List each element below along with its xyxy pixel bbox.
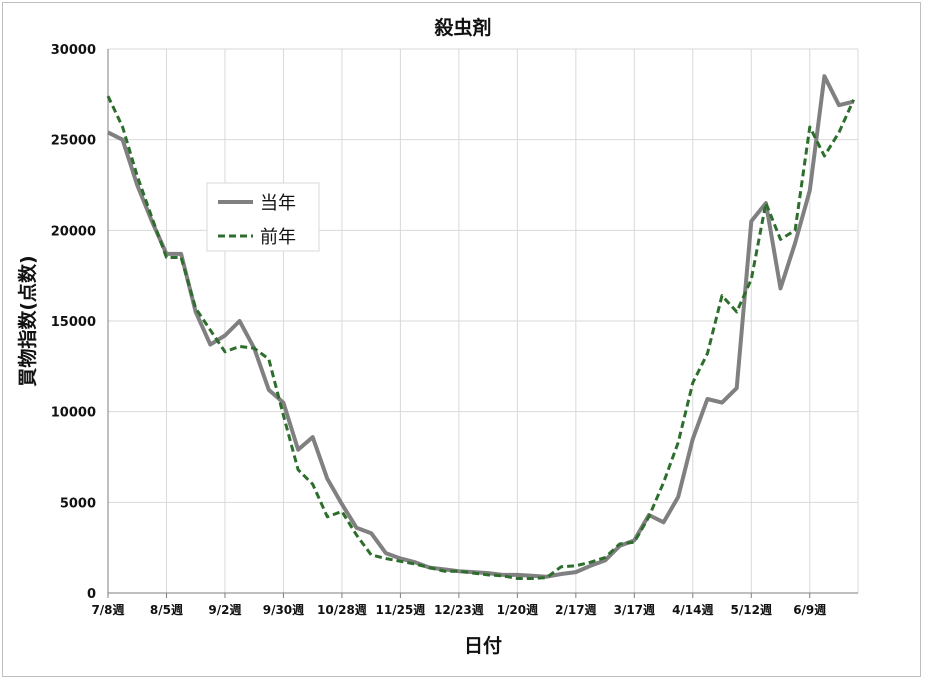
chart-title: 殺虫剤 — [433, 16, 491, 39]
y-axis-title: 買物指数(点数) — [16, 255, 39, 386]
x-tick-label: 1/20週 — [497, 602, 538, 617]
x-axis-title: 日付 — [464, 634, 502, 657]
grid — [107, 48, 859, 598]
y-tick-label: 5000 — [60, 496, 96, 511]
y-tick-labels: 0 5000 10000 15000 20000 25000 30000 — [51, 43, 96, 602]
legend: 当年 前年 — [206, 182, 320, 252]
x-tick-label: 10/28週 — [317, 602, 367, 617]
x-tick-label: 7/8週 — [91, 602, 124, 617]
x-tick-label: 5/12週 — [731, 602, 772, 617]
x-tick-label: 3/17週 — [614, 602, 655, 617]
x-tick-label: 6/9週 — [793, 602, 826, 617]
y-tick-label: 15000 — [51, 315, 96, 330]
y-tick-label: 20000 — [51, 224, 96, 239]
legend-box — [206, 182, 320, 252]
series-line-previous-year — [106, 95, 855, 580]
x-tick-labels: 7/8週 8/5週 9/2週 9/30週 10/28週 11/25週 12/23週 1/20週… — [91, 602, 826, 617]
series-line-current-year — [107, 74, 855, 579]
series-lines — [106, 74, 855, 580]
x-tick-label: 9/2週 — [208, 602, 241, 617]
x-tick-label: 2/17週 — [555, 602, 596, 617]
x-tick-label: 12/23週 — [434, 602, 484, 617]
x-tick-label: 8/5週 — [150, 602, 183, 617]
axes — [107, 49, 858, 594]
y-tick-label: 30000 — [51, 43, 96, 58]
x-tick-label: 4/14週 — [672, 602, 713, 617]
x-tick-label: 11/25週 — [376, 602, 426, 617]
y-tick-label: 10000 — [51, 406, 96, 421]
y-tick-label: 25000 — [51, 134, 96, 149]
y-tick-label: 0 — [87, 587, 96, 602]
legend-label-current-year: 当年 — [260, 193, 296, 214]
legend-label-previous-year: 前年 — [260, 227, 296, 248]
x-tick-label: 9/30週 — [263, 602, 304, 617]
